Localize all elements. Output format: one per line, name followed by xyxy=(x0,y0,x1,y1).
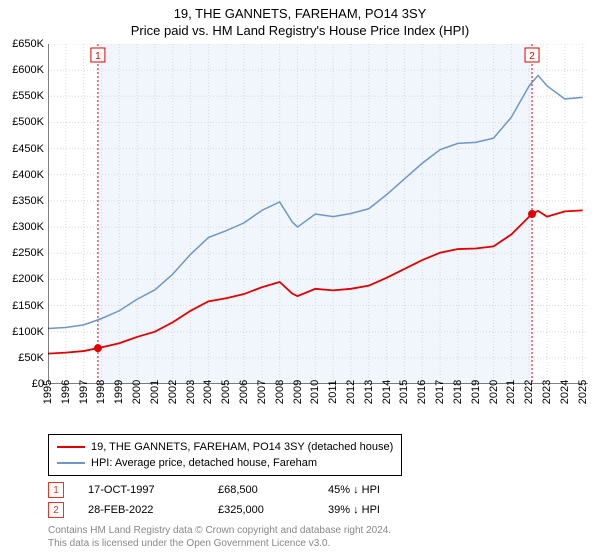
y-tick-label: £550K xyxy=(0,90,48,102)
x-tick-label: 2017 xyxy=(434,380,446,404)
x-tick-label: 2007 xyxy=(256,380,268,404)
x-tick-label: 1997 xyxy=(78,380,90,404)
legend-swatch xyxy=(57,462,85,464)
attribution-text: Contains HM Land Registry data © Crown c… xyxy=(48,524,391,550)
y-tick-label: £350K xyxy=(0,195,48,207)
y-tick-label: £200K xyxy=(0,273,48,285)
x-tick-label: 2006 xyxy=(238,380,250,404)
y-tick-label: £450K xyxy=(0,143,48,155)
x-tick-label: 1998 xyxy=(95,380,107,404)
x-tick-label: 2025 xyxy=(577,380,589,404)
price-chart: 12 xyxy=(48,44,588,384)
x-tick-label: 2015 xyxy=(398,380,410,404)
y-tick-label: £0 xyxy=(0,378,48,390)
y-tick-label: £500K xyxy=(0,116,48,128)
y-tick-label: £150K xyxy=(0,300,48,312)
x-tick-label: 2012 xyxy=(345,380,357,404)
y-axis-labels: £0£50K£100K£150K£200K£250K£300K£350K£400… xyxy=(0,44,48,384)
y-tick-label: £50K xyxy=(0,352,48,364)
x-tick-label: 2023 xyxy=(541,380,553,404)
x-tick-label: 1995 xyxy=(42,380,54,404)
x-tick-label: 2021 xyxy=(505,380,517,404)
sale-marker-row: 1 17-OCT-1997 £68,500 45% ↓ HPI xyxy=(48,480,448,500)
x-tick-label: 2003 xyxy=(185,380,197,404)
sale-vs-hpi: 39% ↓ HPI xyxy=(328,504,448,516)
x-tick-label: 2018 xyxy=(452,380,464,404)
attribution-line: Contains HM Land Registry data © Crown c… xyxy=(48,524,391,537)
legend-swatch xyxy=(57,446,85,448)
legend-row: 19, THE GANNETS, FAREHAM, PO14 3SY (deta… xyxy=(57,439,393,455)
x-tick-label: 2001 xyxy=(149,380,161,404)
y-tick-label: £300K xyxy=(0,221,48,233)
svg-text:2: 2 xyxy=(529,51,535,62)
x-tick-label: 2011 xyxy=(327,380,339,404)
sale-vs-hpi: 45% ↓ HPI xyxy=(328,484,448,496)
x-tick-label: 2005 xyxy=(220,380,232,404)
x-tick-label: 2024 xyxy=(559,380,571,404)
y-tick-label: £250K xyxy=(0,247,48,259)
sale-date: 17-OCT-1997 xyxy=(88,484,218,496)
legend-row: HPI: Average price, detached house, Fare… xyxy=(57,455,393,471)
sale-price: £325,000 xyxy=(218,504,328,516)
x-tick-label: 2010 xyxy=(309,380,321,404)
x-tick-label: 2004 xyxy=(202,380,214,404)
address-title: 19, THE GANNETS, FAREHAM, PO14 3SY xyxy=(0,6,600,21)
x-tick-label: 2009 xyxy=(292,380,304,404)
x-axis-labels: 1995199619971998199920002001200220032004… xyxy=(48,392,588,432)
x-tick-label: 2020 xyxy=(488,380,500,404)
x-tick-label: 2019 xyxy=(470,380,482,404)
x-tick-label: 2008 xyxy=(274,380,286,404)
y-tick-label: £400K xyxy=(0,169,48,181)
chart-legend: 19, THE GANNETS, FAREHAM, PO14 3SY (deta… xyxy=(48,434,402,476)
x-tick-label: 2016 xyxy=(416,380,428,404)
y-tick-label: £600K xyxy=(0,64,48,76)
legend-label: HPI: Average price, detached house, Fare… xyxy=(91,455,317,471)
x-tick-label: 2013 xyxy=(363,380,375,404)
chart-subtitle: Price paid vs. HM Land Registry's House … xyxy=(0,23,600,38)
x-tick-label: 1999 xyxy=(113,380,125,404)
sale-marker-row: 2 28-FEB-2022 £325,000 39% ↓ HPI xyxy=(48,500,448,520)
sale-price: £68,500 xyxy=(218,484,328,496)
attribution-line: This data is licensed under the Open Gov… xyxy=(48,537,391,550)
sale-date: 28-FEB-2022 xyxy=(88,504,218,516)
x-tick-label: 2002 xyxy=(167,380,179,404)
legend-label: 19, THE GANNETS, FAREHAM, PO14 3SY (deta… xyxy=(91,439,393,455)
marker-badge: 2 xyxy=(48,502,64,518)
svg-text:1: 1 xyxy=(95,51,101,62)
sale-markers-table: 1 17-OCT-1997 £68,500 45% ↓ HPI 2 28-FEB… xyxy=(48,480,448,520)
x-tick-label: 2014 xyxy=(381,380,393,404)
x-tick-label: 1996 xyxy=(60,380,72,404)
marker-badge: 1 xyxy=(48,482,64,498)
y-tick-label: £650K xyxy=(0,38,48,50)
y-tick-label: £100K xyxy=(0,326,48,338)
x-tick-label: 2022 xyxy=(523,380,535,404)
x-tick-label: 2000 xyxy=(131,380,143,404)
